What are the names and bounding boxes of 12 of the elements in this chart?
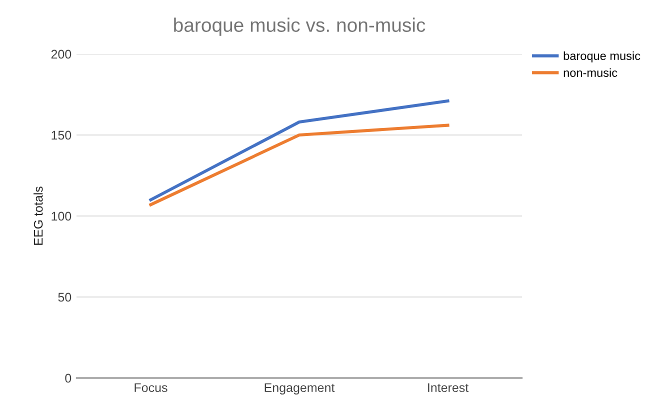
x-tick-label: Interest [428,383,469,392]
y-tick-label: 50 [58,292,72,302]
y-tick-label: 200 [51,50,72,59]
y-tick-label: 100 [52,212,72,221]
chart-title: baroque music vs. non-music [174,18,426,36]
y-tick-label: 150 [52,130,72,140]
x-tick-label: Engagement [264,383,335,395]
y-tick-label: 0 [65,374,72,383]
x-tick-label: Focus [134,383,168,392]
legend-label: non-music [564,68,618,77]
y-axis-title: EEG totals [34,186,43,245]
legend-label: baroque music [564,51,640,62]
